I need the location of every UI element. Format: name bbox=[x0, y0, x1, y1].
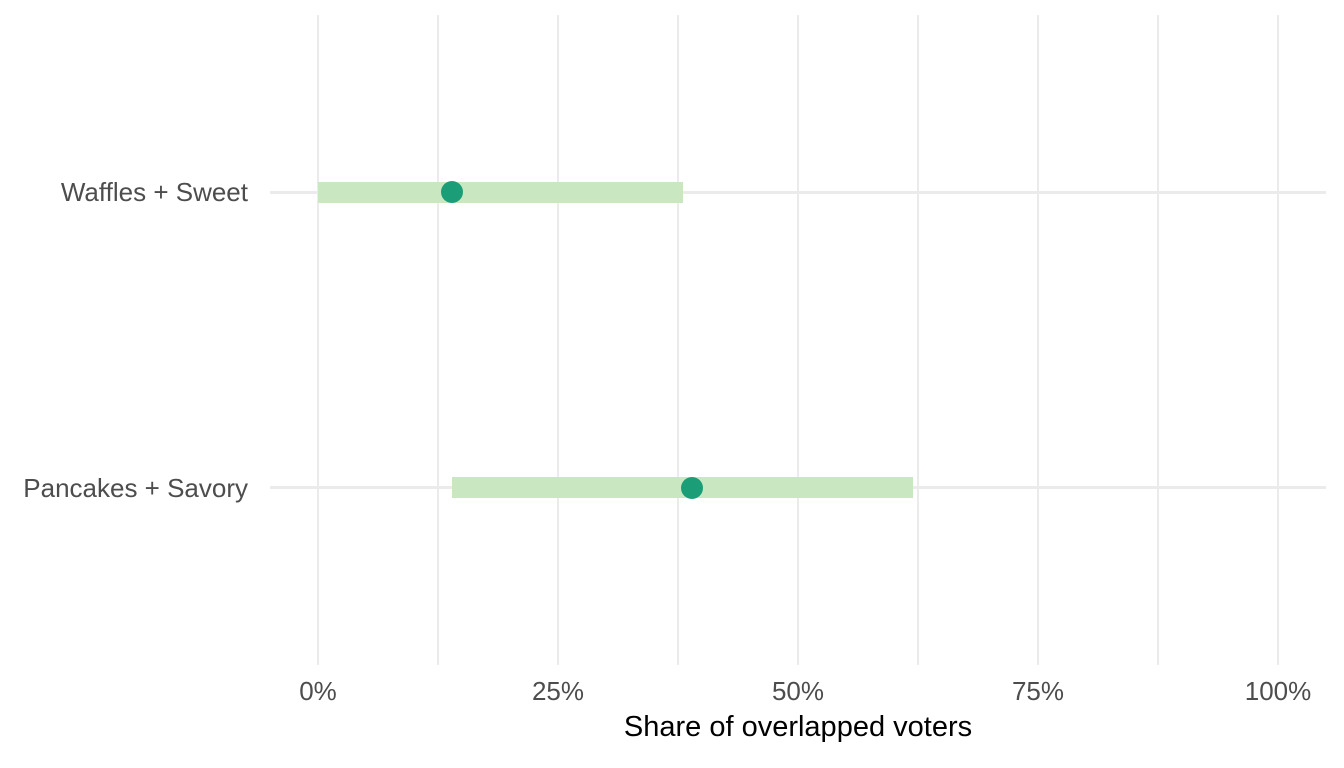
x-major-gridline bbox=[1036, 15, 1040, 665]
x-minor-gridline bbox=[1157, 15, 1159, 665]
y-axis-label: Waffles + Sweet bbox=[60, 177, 248, 208]
x-major-gridline bbox=[1276, 15, 1280, 665]
x-minor-gridline bbox=[437, 15, 439, 665]
x-tick-label: 50% bbox=[771, 676, 825, 706]
y-major-gridline bbox=[270, 190, 1326, 194]
x-major-gridline bbox=[556, 15, 560, 665]
x-tick-label: 75% bbox=[1011, 676, 1065, 706]
x-axis-title: Share of overlapped voters bbox=[623, 711, 973, 743]
x-minor-gridline bbox=[677, 15, 679, 665]
plot-panel bbox=[270, 15, 1326, 665]
x-major-gridline bbox=[796, 15, 800, 665]
x-major-gridline bbox=[316, 15, 320, 665]
point-estimate-dot bbox=[441, 181, 464, 204]
interval-bar bbox=[318, 181, 683, 203]
x-tick-label: 25% bbox=[531, 676, 585, 706]
point-estimate-dot bbox=[681, 476, 704, 499]
x-tick-label: 100% bbox=[1244, 676, 1312, 706]
x-tick-label: 0% bbox=[299, 676, 337, 706]
y-axis-label: Pancakes + Savory bbox=[23, 472, 248, 503]
x-minor-gridline bbox=[917, 15, 919, 665]
